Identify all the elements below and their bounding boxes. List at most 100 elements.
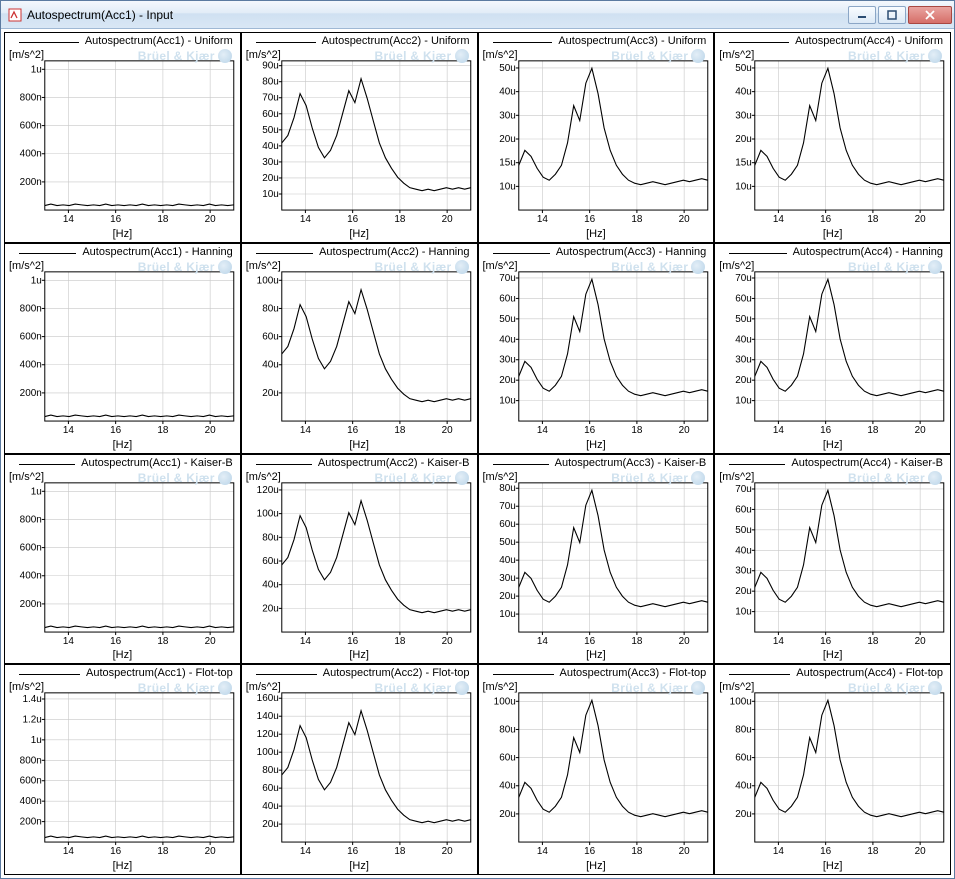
x-axis-unit: [Hz] [586,860,606,872]
svg-text:15u: 15u [499,158,516,169]
x-axis-unit: [Hz] [349,860,369,872]
chart-panel[interactable]: 20u40u60u80u100u120u140u160u14161820Auto… [241,664,478,875]
panel-title: Autospectrum(Acc4) - Hanning [790,246,946,258]
svg-text:18: 18 [868,635,880,646]
svg-text:10u: 10u [262,189,279,200]
svg-text:20: 20 [205,635,217,646]
chart-panel[interactable]: 10u20u30u40u50u60u70u80u90u14161820Autos… [241,32,478,243]
svg-text:60u: 60u [499,753,516,764]
svg-text:100u: 100u [256,508,278,519]
maximize-button[interactable] [878,6,906,24]
svg-text:16: 16 [110,846,122,857]
svg-text:40u: 40u [499,87,516,98]
svg-text:18: 18 [394,425,406,436]
svg-text:70u: 70u [735,273,752,284]
svg-text:20: 20 [915,846,927,857]
svg-text:50u: 50u [735,524,752,535]
minimize-button[interactable] [848,6,876,24]
svg-text:800n: 800n [20,514,42,525]
svg-text:18: 18 [157,635,169,646]
chart-panel[interactable]: 20u40u60u80u100u14161820Autospectrum(Acc… [714,664,951,875]
svg-text:14: 14 [536,846,548,857]
svg-text:200n: 200n [20,598,42,609]
svg-text:16: 16 [347,425,359,436]
svg-text:14: 14 [536,425,548,436]
x-axis-unit: [Hz] [586,439,606,451]
close-button[interactable] [908,6,952,24]
chart-panel[interactable]: 20u40u60u80u100u120u14161820Autospectrum… [241,454,478,665]
svg-text:18: 18 [157,425,169,436]
svg-text:10u: 10u [499,395,516,406]
chart-panel[interactable]: 10u20u30u40u50u60u70u80u14161820Autospec… [478,454,715,665]
chart-panel[interactable]: 10u20u30u40u50u60u70u14161820Autospectru… [478,243,715,454]
svg-text:70u: 70u [262,93,279,104]
svg-text:20: 20 [915,635,927,646]
svg-text:1u: 1u [31,486,42,497]
x-axis-unit: [Hz] [586,649,606,661]
svg-text:40u: 40u [262,141,279,152]
chart-panel[interactable]: 200n400n600n800n1u14161820Autospectrum(A… [4,32,241,243]
svg-text:18: 18 [868,214,880,225]
svg-text:80u: 80u [262,765,279,776]
svg-text:16: 16 [110,214,122,225]
window-title: Autospectrum(Acc1) - Input [27,8,848,22]
svg-text:18: 18 [394,635,406,646]
titlebar[interactable]: Autospectrum(Acc1) - Input [1,1,954,29]
svg-text:20: 20 [915,425,927,436]
y-axis-unit: [m/s^2] [483,681,518,693]
svg-text:800n: 800n [20,756,42,767]
svg-text:50u: 50u [499,314,516,325]
svg-text:1.4u: 1.4u [22,694,41,705]
svg-text:20: 20 [441,214,453,225]
svg-text:14: 14 [536,214,548,225]
svg-text:10u: 10u [735,395,752,406]
svg-text:18: 18 [157,214,169,225]
x-axis-unit: [Hz] [349,649,369,661]
y-axis-unit: [m/s^2] [719,681,754,693]
svg-text:20u: 20u [735,586,752,597]
chart-panel[interactable]: 20u40u60u80u100u14161820Autospectrum(Acc… [478,664,715,875]
svg-text:600n: 600n [20,331,42,342]
chart-panel[interactable]: 10u15u20u30u40u50u14161820Autospectrum(A… [478,32,715,243]
y-axis-unit: [m/s^2] [246,681,281,693]
chart-panel[interactable]: 200n400n600n800n1u1.2u1.4u14161820Autosp… [4,664,241,875]
svg-text:80u: 80u [499,725,516,736]
chart-panel[interactable]: 10u20u30u40u50u60u70u14161820Autospectru… [714,243,951,454]
svg-text:20: 20 [441,425,453,436]
chart-panel[interactable]: 20u40u60u80u100u14161820Autospectrum(Acc… [241,243,478,454]
y-axis-unit: [m/s^2] [719,49,754,61]
panel-title: Autospectrum(Acc4) - Uniform [792,35,946,47]
svg-text:16: 16 [110,425,122,436]
svg-text:60u: 60u [262,331,279,342]
svg-text:16: 16 [820,846,832,857]
svg-text:90u: 90u [262,61,279,72]
svg-text:14: 14 [773,846,785,857]
app-icon [7,7,23,23]
chart-panel[interactable]: 200n400n600n800n1u14161820Autospectrum(A… [4,243,241,454]
svg-text:70u: 70u [499,273,516,284]
app-window: Autospectrum(Acc1) - Input 200n400n600n8… [0,0,955,879]
x-axis-unit: [Hz] [349,439,369,451]
chart-panel[interactable]: 200n400n600n800n1u14161820Autospectrum(A… [4,454,241,665]
svg-text:14: 14 [300,214,312,225]
y-axis-unit: [m/s^2] [483,260,518,272]
chart-panel[interactable]: 10u15u20u30u40u50u14161820Autospectrum(A… [714,32,951,243]
svg-text:30u: 30u [735,354,752,365]
svg-text:16: 16 [347,214,359,225]
svg-text:16: 16 [820,635,832,646]
svg-text:14: 14 [773,425,785,436]
y-axis-unit: [m/s^2] [719,471,754,483]
svg-text:16: 16 [820,425,832,436]
svg-text:20u: 20u [499,809,516,820]
svg-text:16: 16 [584,425,596,436]
svg-text:1u: 1u [31,735,42,746]
x-axis-unit: [Hz] [823,439,843,451]
svg-text:20: 20 [441,846,453,857]
svg-text:600n: 600n [20,542,42,553]
chart-panel[interactable]: 10u20u30u40u50u60u70u14161820Autospectru… [714,454,951,665]
panel-title: Autospectrum(Acc1) - Hanning [79,246,235,258]
svg-text:60u: 60u [499,519,516,530]
svg-text:40u: 40u [735,87,752,98]
svg-text:20u: 20u [262,173,279,184]
svg-text:60u: 60u [262,109,279,120]
